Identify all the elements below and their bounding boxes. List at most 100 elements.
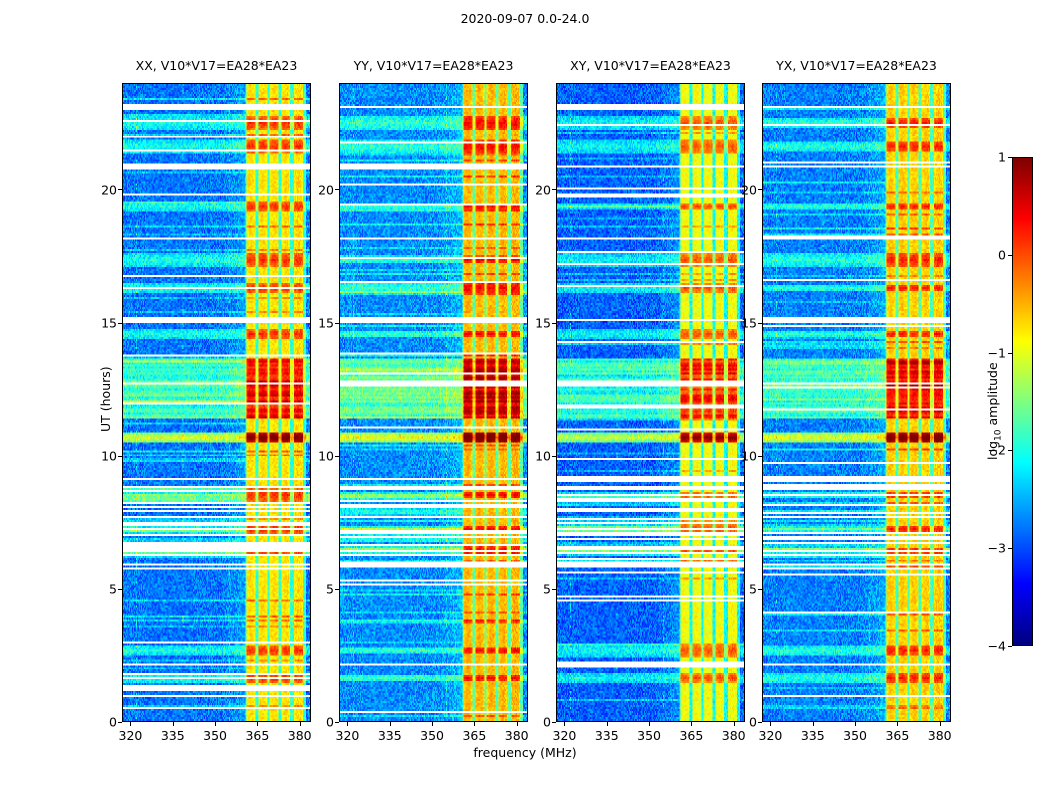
- x-tick-mark: [607, 722, 608, 726]
- x-tick-mark: [691, 722, 692, 726]
- spectrogram-panel-yy[interactable]: [339, 83, 528, 722]
- y-tick-mark: [118, 189, 122, 190]
- colorbar-tick-label: −4: [987, 638, 1006, 654]
- y-tick-label: 20: [101, 182, 117, 197]
- y-tick-mark: [758, 456, 762, 457]
- x-tick-mark: [390, 722, 391, 726]
- spectrogram-panel-xx[interactable]: [122, 83, 311, 722]
- x-tick-mark: [300, 722, 301, 726]
- y-tick-label: 20: [535, 182, 551, 197]
- colorbar-label: log10 amplitude: [985, 362, 1004, 460]
- x-tick-mark: [215, 722, 216, 726]
- y-tick-mark: [552, 589, 556, 590]
- y-tick-label: 15: [741, 315, 757, 331]
- y-tick-mark: [118, 722, 122, 723]
- x-tick-mark: [432, 722, 433, 726]
- figure-suptitle: 2020-09-07 0.0-24.0: [460, 11, 590, 26]
- x-tick-mark: [649, 722, 650, 726]
- spectrogram-panel-xy[interactable]: [556, 83, 745, 722]
- colorbar-tick-label: 0: [998, 247, 1006, 263]
- colorbar-group: [1012, 157, 1033, 646]
- x-tick-label: 365: [885, 728, 910, 743]
- y-tick-mark: [335, 722, 339, 723]
- colorbar-tick-mark: [1008, 353, 1012, 354]
- x-tick-mark: [813, 722, 814, 726]
- colorbar-tick-mark: [1008, 450, 1012, 451]
- y-tick-mark: [758, 589, 762, 590]
- x-tick-mark: [897, 722, 898, 726]
- colorbar-tick-label: 1: [998, 149, 1006, 165]
- spectrogram-panel-yx[interactable]: [762, 83, 951, 722]
- x-tick-label: 320: [552, 728, 577, 743]
- y-tick-mark: [758, 189, 762, 190]
- colorbar-tick-label: −1: [987, 345, 1006, 361]
- y-tick-label: 15: [535, 315, 551, 331]
- y-tick-label: 0: [749, 714, 757, 730]
- panel-title-yy: YY, V10*V17=EA28*EA23: [353, 58, 514, 73]
- panel-title-xx: XX, V10*V17=EA28*EA23: [135, 58, 298, 73]
- x-tick-label: 380: [721, 728, 746, 743]
- colorbar-tick-mark: [1008, 548, 1012, 549]
- y-tick-label: 20: [741, 182, 757, 197]
- y-tick-mark: [118, 456, 122, 457]
- x-tick-mark: [564, 722, 565, 726]
- y-tick-label: 10: [318, 448, 334, 464]
- y-tick-mark: [335, 189, 339, 190]
- y-tick-mark: [552, 189, 556, 190]
- x-tick-label: 320: [758, 728, 783, 743]
- x-tick-label: 365: [462, 728, 487, 743]
- x-tick-label: 380: [287, 728, 312, 743]
- y-tick-mark: [758, 323, 762, 324]
- x-tick-label: 380: [927, 728, 952, 743]
- x-tick-label: 350: [637, 728, 662, 743]
- x-tick-label: 365: [245, 728, 270, 743]
- y-tick-label: 20: [318, 182, 334, 197]
- x-tick-mark: [940, 722, 941, 726]
- colorbar-tick-label: −3: [987, 540, 1006, 556]
- colorbar-tick-mark: [1008, 255, 1012, 256]
- x-tick-label: 365: [679, 728, 704, 743]
- x-tick-label: 335: [594, 728, 619, 743]
- x-tick-mark: [347, 722, 348, 726]
- x-axis-label: frequency (MHz): [473, 745, 577, 760]
- panel-title-xy: XY, V10*V17=EA28*EA23: [570, 58, 731, 73]
- colorbar-tick-mark: [1008, 157, 1012, 158]
- y-tick-label: 15: [318, 315, 334, 331]
- y-tick-mark: [335, 456, 339, 457]
- x-tick-mark: [474, 722, 475, 726]
- y-tick-label: 10: [741, 448, 757, 464]
- colorbar-tick-mark: [1008, 646, 1012, 647]
- x-tick-mark: [770, 722, 771, 726]
- x-tick-label: 320: [118, 728, 143, 743]
- y-tick-mark: [552, 456, 556, 457]
- x-tick-label: 335: [377, 728, 402, 743]
- y-tick-label: 5: [749, 581, 757, 597]
- colorbar-label-subscript: 10: [993, 429, 1004, 441]
- x-tick-mark: [855, 722, 856, 726]
- y-tick-label: 0: [326, 714, 334, 730]
- colorbar-label-tail: amplitude: [985, 362, 1000, 430]
- x-tick-label: 335: [800, 728, 825, 743]
- x-tick-label: 350: [203, 728, 228, 743]
- y-tick-label: 0: [543, 714, 551, 730]
- x-tick-mark: [517, 722, 518, 726]
- colorbar-tick-label: −2: [987, 442, 1006, 458]
- colorbar[interactable]: [1012, 157, 1033, 646]
- x-tick-mark: [173, 722, 174, 726]
- y-tick-label: 10: [101, 448, 117, 464]
- y-tick-label: 5: [109, 581, 117, 597]
- y-axis-label: UT (hours): [98, 366, 113, 432]
- y-tick-mark: [118, 589, 122, 590]
- panel-title-yx: YX, V10*V17=EA28*EA23: [776, 58, 937, 73]
- x-tick-mark: [257, 722, 258, 726]
- y-tick-mark: [552, 722, 556, 723]
- x-tick-mark: [734, 722, 735, 726]
- y-tick-label: 5: [543, 581, 551, 597]
- y-tick-mark: [552, 323, 556, 324]
- x-tick-label: 335: [160, 728, 185, 743]
- x-tick-label: 350: [420, 728, 445, 743]
- y-tick-label: 15: [101, 315, 117, 331]
- y-tick-label: 10: [535, 448, 551, 464]
- x-tick-label: 380: [504, 728, 529, 743]
